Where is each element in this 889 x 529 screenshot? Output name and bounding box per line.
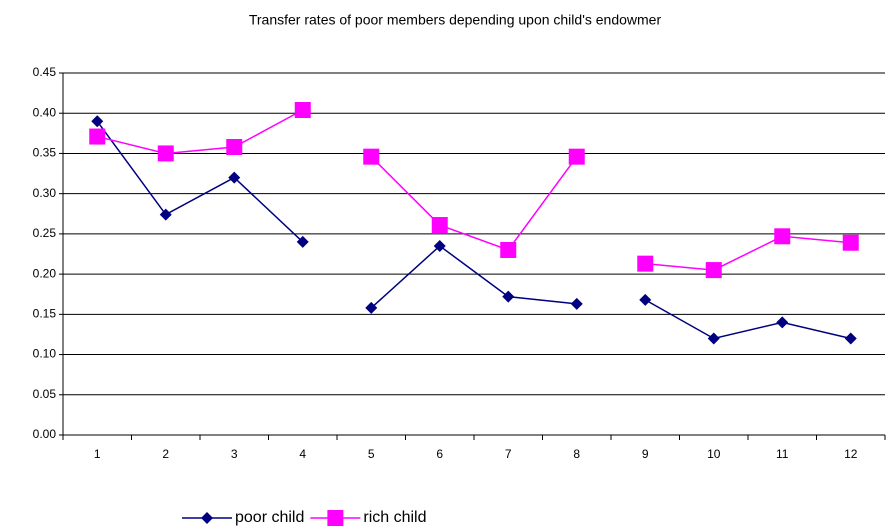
data-point bbox=[705, 262, 722, 279]
data-point bbox=[296, 235, 309, 248]
series-line bbox=[96, 120, 304, 243]
series-line bbox=[97, 109, 304, 155]
y-tick-label: 0.30 bbox=[33, 186, 57, 200]
x-tick-label: 10 bbox=[707, 447, 721, 461]
data-point bbox=[707, 332, 720, 345]
data-point bbox=[157, 145, 174, 162]
data-point bbox=[637, 255, 654, 272]
data-point bbox=[433, 239, 446, 252]
data-point bbox=[365, 301, 378, 314]
x-tick-label: 4 bbox=[299, 447, 306, 461]
y-tick-label: 0.35 bbox=[33, 146, 57, 160]
series-line bbox=[645, 235, 851, 271]
data-point bbox=[842, 234, 859, 251]
y-tick-label: 0.00 bbox=[33, 427, 57, 441]
data-point bbox=[570, 297, 583, 310]
chart-title: Transfer rates of poor members depending… bbox=[249, 12, 662, 28]
x-tick-label: 3 bbox=[231, 447, 238, 461]
data-point bbox=[363, 148, 380, 165]
data-point bbox=[844, 332, 857, 345]
x-tick-label: 8 bbox=[573, 447, 580, 461]
x-tick-label: 2 bbox=[162, 447, 169, 461]
series-line bbox=[370, 156, 578, 251]
data-point bbox=[639, 293, 652, 306]
legend-marker bbox=[327, 510, 344, 526]
x-tick-label: 11 bbox=[776, 447, 789, 461]
y-tick-label: 0.25 bbox=[33, 226, 57, 240]
data-point bbox=[502, 290, 515, 303]
data-point bbox=[226, 139, 243, 156]
legend-text: poor child bbox=[235, 509, 304, 526]
x-tick-label: 9 bbox=[642, 447, 649, 461]
x-tick-label: 6 bbox=[436, 447, 443, 461]
data-point bbox=[500, 241, 517, 258]
x-tick-label: 1 bbox=[94, 447, 101, 461]
legend-marker bbox=[201, 512, 213, 524]
series-line bbox=[644, 299, 851, 340]
data-point bbox=[431, 217, 448, 234]
x-tick-label: 5 bbox=[368, 447, 375, 461]
data-point bbox=[774, 228, 791, 245]
y-tick-label: 0.05 bbox=[33, 387, 57, 401]
data-point bbox=[568, 148, 585, 165]
data-point bbox=[294, 102, 311, 119]
data-point bbox=[228, 171, 241, 184]
y-tick-label: 0.40 bbox=[33, 105, 57, 119]
x-tick-label: 12 bbox=[844, 447, 858, 461]
y-tick-label: 0.45 bbox=[33, 65, 57, 79]
y-tick-label: 0.10 bbox=[33, 347, 57, 361]
data-point bbox=[776, 316, 789, 329]
data-point bbox=[91, 115, 104, 128]
y-tick-label: 0.20 bbox=[33, 266, 57, 280]
legend-text: rich child bbox=[363, 509, 426, 526]
data-point bbox=[159, 208, 172, 221]
series-line bbox=[370, 244, 577, 309]
y-tick-label: 0.15 bbox=[33, 307, 57, 321]
data-point bbox=[89, 128, 106, 145]
x-tick-label: 7 bbox=[505, 447, 512, 461]
